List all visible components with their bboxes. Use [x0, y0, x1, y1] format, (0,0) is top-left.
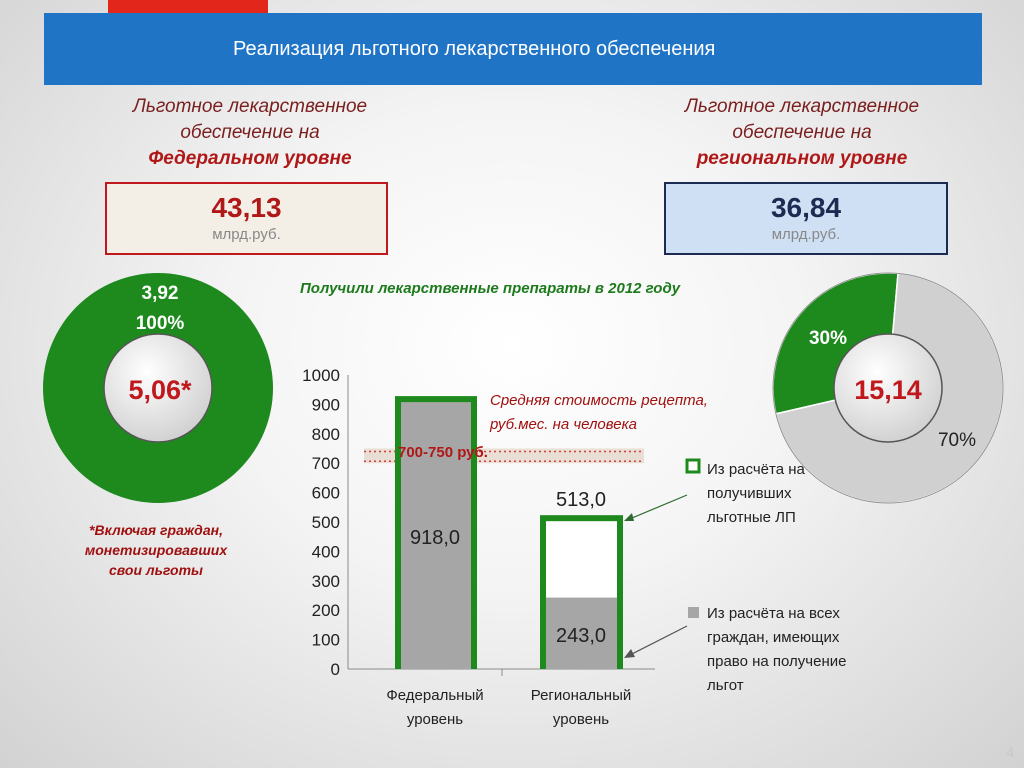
bar-regional-all	[546, 597, 617, 669]
regional-heading-line2: обеспечение на	[732, 122, 872, 143]
chart-subtitle: Получили лекарственные препараты в 2012 …	[300, 280, 681, 297]
y-tick-label: 500	[312, 513, 340, 532]
page-number: 4	[1006, 744, 1014, 760]
federal-value: 43,13	[211, 192, 282, 223]
legend-swatch-all	[688, 607, 699, 618]
bar-chart: 0 100 200 300 400 500 600 700 800 900 1000 700-750…	[302, 366, 708, 728]
federal-heading: Льготное лекарственное обеспечение на Фе…	[90, 94, 410, 172]
y-tick-label: 600	[312, 484, 340, 503]
federal-unit: млрд.руб.	[212, 226, 281, 243]
regional-slice-green-label: 30%	[809, 328, 847, 349]
legend-all-arrow	[631, 625, 688, 655]
federal-slice-percent: 100%	[136, 313, 185, 334]
legend-recipients-arrowhead	[624, 513, 634, 521]
y-tick-label: 400	[312, 542, 340, 561]
legend-all-line4: льгот	[707, 677, 744, 694]
footnote: *Включая граждан, монетизировавших свои …	[20, 520, 292, 580]
bar-federal-all	[401, 402, 471, 669]
regional-donut-center: 15,14	[854, 375, 922, 405]
legend-recipients-line2: получивших	[707, 485, 792, 502]
y-tick-label: 800	[312, 425, 340, 444]
x-category-federal-line2: уровень	[407, 711, 463, 728]
federal-heading-line3: Федеральном уровне	[148, 148, 352, 169]
annotation-line1: Средняя стоимость рецепта,	[490, 392, 708, 409]
footnote-line3: свои льготы	[109, 562, 203, 578]
x-category-regional-line1: Региональный	[531, 687, 632, 704]
federal-heading-line1: Льготное лекарственное	[132, 96, 368, 117]
regional-heading: Льготное лекарственное обеспечение на ре…	[642, 94, 962, 172]
regional-value-box: 36,84 млрд.руб.	[664, 182, 948, 255]
y-tick-label: 1000	[302, 366, 340, 385]
legend-recipients-line1: Из расчёта на	[707, 461, 805, 478]
legend-recipients-arrow	[631, 494, 688, 519]
y-axis: 0 100 200 300 400 500 600 700 800 900 1000	[302, 366, 340, 679]
footnote-line2: монетизировавших	[84, 542, 228, 558]
y-tick-label: 200	[312, 601, 340, 620]
price-band-label: 700-750 руб.	[398, 444, 488, 461]
regional-donut-hole	[833, 333, 943, 443]
y-tick-label: 0	[331, 660, 340, 679]
page-title: Реализация льготного лекарственного обес…	[233, 37, 716, 60]
bar-regional-all-label: 243,0	[556, 625, 606, 647]
federal-slice-value: 3,92	[142, 283, 179, 304]
legend-all-line1: Из расчёта на всех	[707, 605, 840, 622]
annotation-line2: руб.мес. на человека	[489, 416, 637, 433]
footnote-line1: *Включая граждан,	[89, 522, 223, 538]
y-tick-label: 300	[312, 572, 340, 591]
federal-value-box: 43,13 млрд.руб.	[105, 182, 388, 255]
bar-federal-label: 918,0	[410, 527, 460, 549]
regional-slice-gray-label: 70%	[938, 430, 976, 451]
regional-heading-line1: Льготное лекарственное	[684, 96, 920, 117]
y-tick-label: 100	[312, 631, 340, 650]
regional-unit: млрд.руб.	[771, 226, 841, 243]
x-category-regional-line2: уровень	[553, 711, 609, 728]
federal-donut-hole	[103, 333, 213, 443]
regional-value: 36,84	[770, 192, 842, 223]
regional-heading-line3: региональном уровне	[696, 148, 908, 169]
title-banner: Реализация льготного лекарственного обес…	[44, 13, 982, 85]
legend-all-line3: право на получение	[707, 653, 846, 670]
legend: Из расчёта на получивших льготные ЛП Из …	[624, 458, 846, 694]
regional-donut: 30% 70% 15,14	[772, 272, 1004, 504]
top-accent-bar	[108, 0, 268, 13]
legend-swatch-recipients	[685, 458, 701, 474]
x-category-federal-line1: Федеральный	[386, 687, 483, 704]
y-tick-label: 700	[312, 454, 340, 473]
federal-donut-center: 5,06*	[128, 375, 192, 405]
federal-heading-line2: обеспечение на	[180, 122, 320, 143]
regional-donut-outline	[772, 272, 1004, 504]
bar-regional-recipients-label: 513,0	[556, 489, 606, 511]
legend-all-line2: граждан, имеющих	[707, 629, 840, 646]
federal-donut: 3,92 100% 5,06*	[43, 273, 273, 503]
legend-all-arrowhead	[624, 649, 635, 658]
y-tick-label: 900	[312, 395, 340, 414]
legend-recipients-line3: льготные ЛП	[707, 509, 796, 526]
